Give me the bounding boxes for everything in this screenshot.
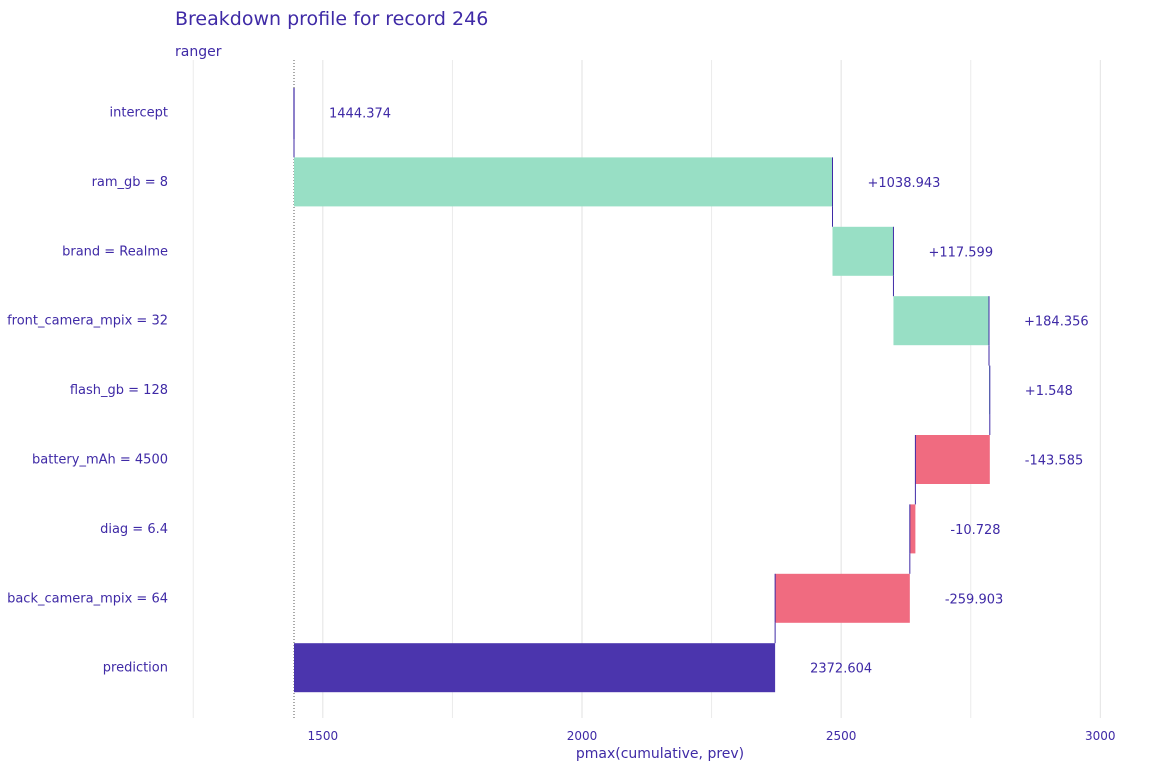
- bar-positive: [294, 157, 833, 207]
- row-label: back_camera_mpix = 64: [7, 591, 168, 606]
- bar-positive: [832, 226, 894, 276]
- bars-group: [293, 88, 991, 693]
- row-label: diag = 6.4: [100, 522, 168, 537]
- value-label: +184.356: [1024, 315, 1089, 330]
- value-label: 2372.604: [810, 662, 872, 677]
- value-label: -143.585: [1025, 454, 1083, 469]
- x-tick-label: 2500: [826, 729, 857, 743]
- bar-negative: [909, 504, 916, 554]
- row-label: battery_mAh = 4500: [32, 453, 168, 468]
- value-label: 1444.374: [329, 107, 391, 122]
- row-label: prediction: [103, 661, 168, 676]
- bar-prediction: [294, 643, 776, 693]
- value-label: -10.728: [950, 523, 1000, 538]
- row-labels: intercept ram_gb = 8 brand = Realme front_c…: [7, 106, 168, 676]
- x-tick-label: 2000: [567, 729, 598, 743]
- row-label: brand = Realme: [62, 244, 168, 259]
- x-axis-label: pmax(cumulative, prev): [576, 746, 744, 762]
- value-labels: 1444.374 +1038.943 +117.599 +184.356 +1.548 -…: [329, 107, 1089, 677]
- x-tick-label: 3000: [1085, 729, 1116, 743]
- x-tick-label: 1500: [308, 729, 339, 743]
- bar-negative: [915, 435, 990, 484]
- chart-title: Breakdown profile for record 246: [175, 8, 488, 30]
- row-label: flash_gb = 128: [70, 383, 168, 398]
- x-axis-ticks: 1500 2000 2500 3000: [308, 729, 1116, 743]
- bar-negative: [775, 573, 910, 623]
- row-label: front_camera_mpix = 32: [7, 314, 168, 329]
- chart-subtitle: ranger: [175, 44, 222, 60]
- value-label: +1038.943: [868, 176, 941, 191]
- value-label: -259.903: [945, 592, 1003, 607]
- value-label: +117.599: [928, 245, 993, 260]
- row-label: intercept: [110, 106, 169, 121]
- bar-positive: [893, 296, 990, 346]
- row-label: ram_gb = 8: [92, 175, 168, 190]
- connector-lines: [293, 137, 991, 644]
- value-label: +1.548: [1025, 384, 1073, 399]
